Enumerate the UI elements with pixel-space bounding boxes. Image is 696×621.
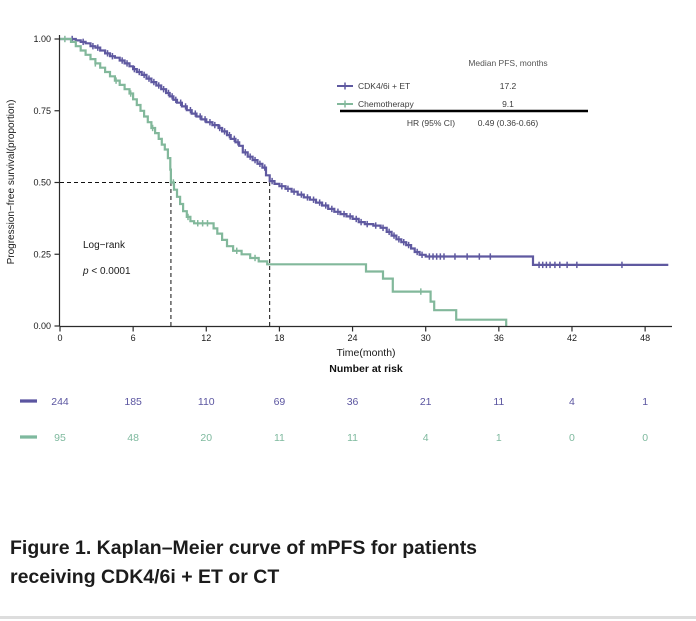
- km-chart: 0.00 0.25 0.50 0.75 1.00 0 6 12 18 24 30 36 42 48 Prog…: [6, 34, 672, 444]
- x-tick-label: 0: [57, 333, 62, 343]
- series-cdk46i-et: [60, 35, 669, 269]
- at-risk-count: 185: [124, 396, 142, 408]
- legend-value-1: 9.1: [502, 99, 514, 109]
- x-tick-label: 48: [640, 333, 650, 343]
- hr-value: 0.49 (0.36-0.66): [478, 118, 539, 128]
- x-tick-label: 30: [421, 333, 431, 343]
- at-risk-count: 11: [274, 432, 285, 444]
- y-tick-label: 0.50: [33, 178, 51, 188]
- at-risk-count: 20: [200, 432, 212, 444]
- at-risk-count: 4: [569, 396, 575, 408]
- at-risk-count: 1: [496, 432, 502, 444]
- at-risk-count: 11: [493, 396, 504, 408]
- figure-caption-line2: receiving CDK4/6i + ET or CT: [10, 566, 280, 588]
- x-tick-label: 18: [274, 333, 284, 343]
- at-risk-count: 11: [347, 432, 358, 444]
- logrank-label: Log−rank: [83, 240, 126, 251]
- at-risk-count: 95: [54, 432, 66, 444]
- legend-marker-1: [337, 100, 353, 108]
- x-tick-label: 36: [494, 333, 504, 343]
- y-tick-label: 0.75: [33, 106, 51, 116]
- km-curve-1: [60, 37, 508, 326]
- y-tick-label: 0.00: [33, 321, 51, 331]
- km-curve-0: [60, 37, 669, 266]
- bottom-divider: [0, 616, 696, 619]
- hr-label: HR (95% CI): [407, 118, 455, 128]
- tick-labels: 0.00 0.25 0.50 0.75 1.00 0 6 12 18 24 30 36 42 48: [33, 34, 650, 343]
- series-chemotherapy: [60, 35, 508, 326]
- censor-marks-1: [64, 35, 422, 295]
- figure-caption: Figure 1. Kaplan–Meier curve of mPFS for…: [10, 534, 686, 592]
- x-axis-title: Time(month): [336, 347, 395, 359]
- legend-value-0: 17.2: [500, 81, 517, 91]
- y-axis-title: Progression−free survival(proportion): [6, 100, 17, 265]
- figure-caption-line1: Figure 1. Kaplan–Meier curve of mPFS for…: [10, 537, 478, 559]
- at-risk-count: 0: [569, 432, 575, 444]
- at-risk-count: 21: [420, 396, 432, 408]
- number-at-risk-title: Number at risk: [329, 363, 403, 375]
- at-risk-count: 36: [347, 396, 359, 408]
- censor-marks-0: [71, 35, 623, 269]
- x-tick-label: 12: [201, 333, 211, 343]
- at-risk-count: 1: [642, 396, 648, 408]
- logrank-annotation: Log−rank p < 0.0001: [82, 240, 131, 277]
- x-tick-label: 42: [567, 333, 577, 343]
- legend-table: Median PFS, months CDK4/6i + ET 17.2 Chemot…: [337, 58, 588, 128]
- legend-marker-0: [337, 82, 353, 90]
- p-value-label: p < 0.0001: [82, 266, 131, 277]
- legend-label-0: CDK4/6i + ET: [358, 81, 410, 91]
- legend-label-1: Chemotherapy: [358, 99, 415, 109]
- axes: [54, 35, 672, 332]
- at-risk-count: 48: [127, 432, 139, 444]
- y-tick-label: 1.00: [33, 34, 51, 44]
- x-tick-label: 6: [131, 333, 136, 343]
- at-risk-count: 0: [642, 432, 648, 444]
- x-tick-label: 24: [348, 333, 358, 343]
- at-risk-count: 69: [274, 396, 286, 408]
- legend-header: Median PFS, months: [468, 58, 547, 68]
- y-tick-label: 0.25: [33, 249, 51, 259]
- at-risk-count: 110: [198, 396, 215, 408]
- at-risk-count: 4: [423, 432, 429, 444]
- at-risk-count: 244: [51, 396, 69, 408]
- median-reference-lines: [60, 182, 271, 326]
